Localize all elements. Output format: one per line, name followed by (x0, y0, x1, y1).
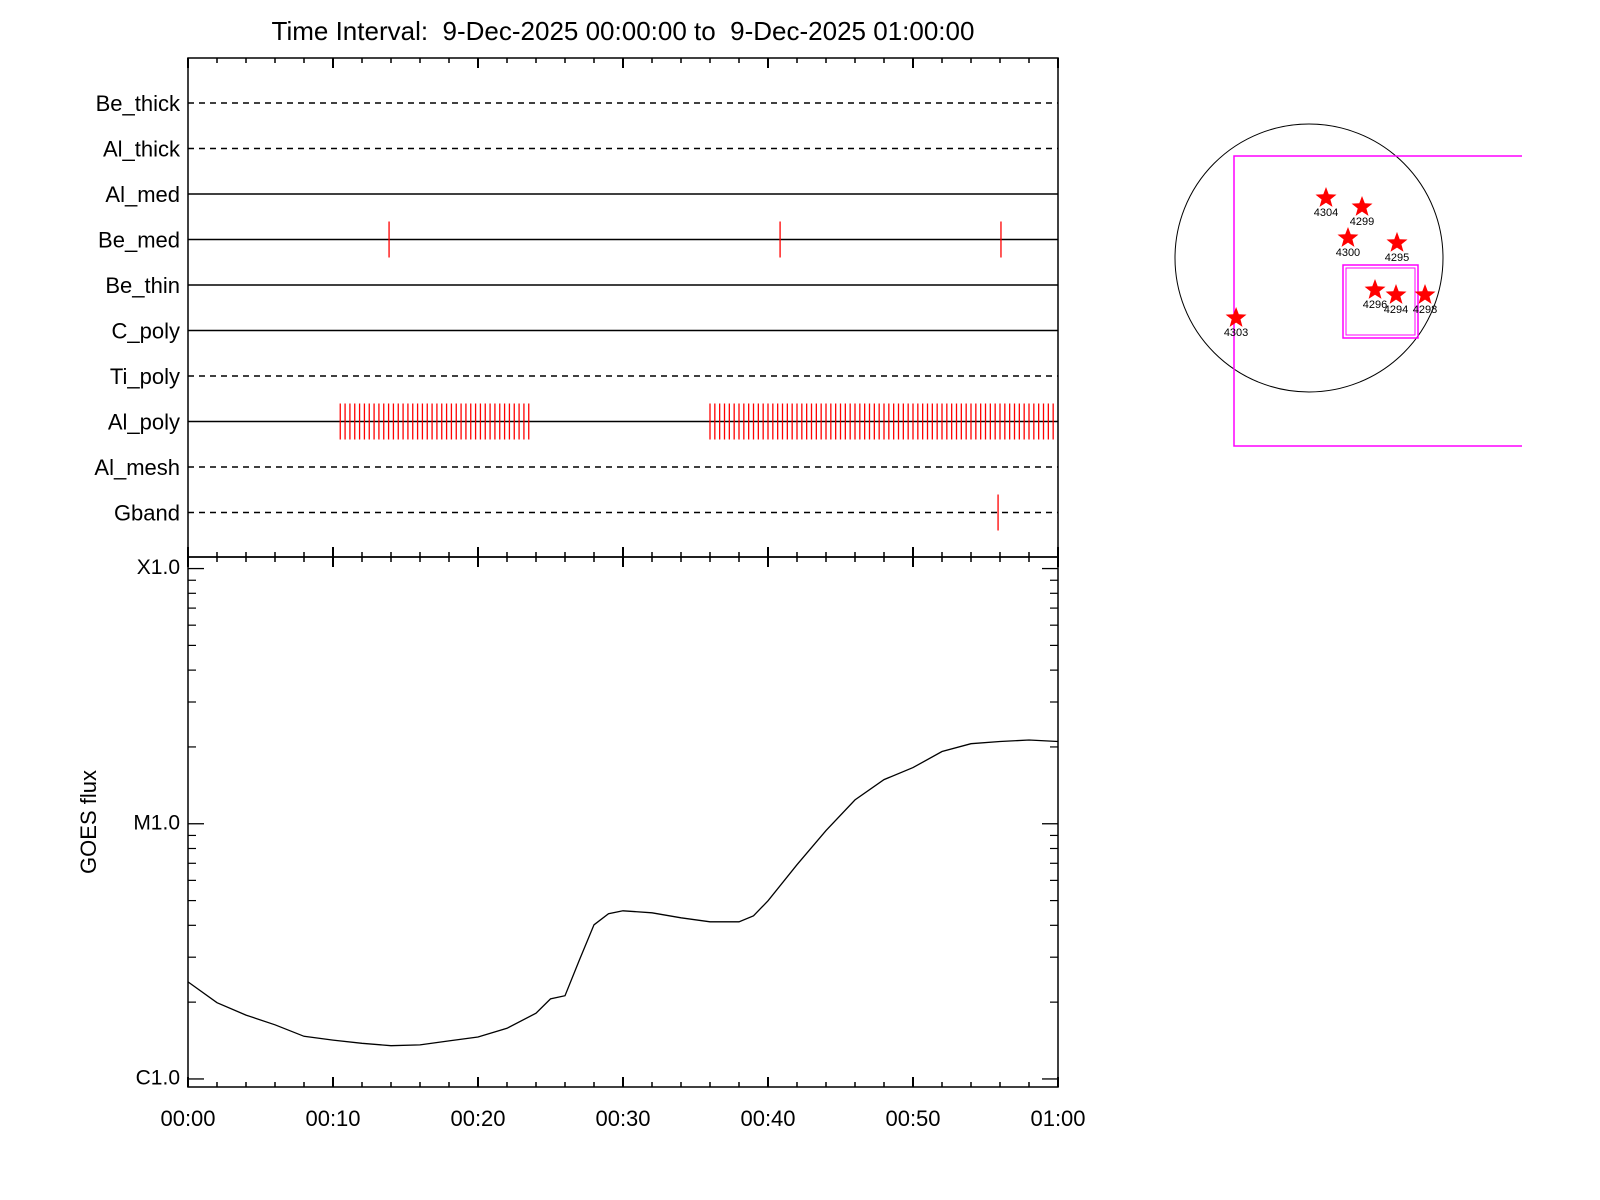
channel-label: Be_thin (105, 273, 180, 298)
x-tick-label: 00:20 (450, 1106, 505, 1131)
fov-box (1233, 155, 1522, 447)
y-tick-label: X1.0 (137, 556, 180, 579)
event-panel-frame (187, 57, 1059, 558)
active-region (1414, 284, 1436, 304)
fov-box (1345, 267, 1416, 336)
channel-label: Al_mesh (94, 455, 180, 480)
channel-label: Al_poly (108, 409, 180, 434)
channel-label: C_poly (112, 318, 180, 343)
y-axis-label: GOES flux (76, 770, 101, 874)
x-tick-label: 00:00 (160, 1106, 215, 1131)
active-region (1386, 231, 1408, 252)
y-tick-label: M1.0 (133, 811, 180, 834)
active-region-label: 4295 (1385, 252, 1409, 264)
x-tick-label: 00:50 (885, 1106, 940, 1131)
channel-label: Be_thick (96, 91, 181, 116)
active-region (1364, 279, 1386, 299)
active-region (1351, 196, 1373, 216)
active-region-label: 4298 (1413, 304, 1437, 316)
active-region-label: 4294 (1384, 304, 1408, 316)
flux-line (187, 739, 1059, 1047)
y-tick-label: C1.0 (136, 1067, 180, 1090)
solar-disk (1174, 123, 1444, 393)
active-region-label: 4303 (1224, 327, 1248, 339)
fov-box (1342, 264, 1419, 339)
active-region (1385, 284, 1407, 304)
channel-label: Be_med (98, 227, 180, 252)
active-region (1315, 187, 1337, 207)
channel-label: Al_thick (103, 136, 181, 161)
channel-label: Gband (114, 500, 180, 525)
x-tick-label: 00:10 (305, 1106, 360, 1131)
x-tick-label: 01:00 (1030, 1106, 1085, 1131)
active-region-label: 4296 (1363, 299, 1387, 311)
active-region (1225, 307, 1247, 327)
x-tick-label: 00:30 (595, 1106, 650, 1131)
active-region-label: 4299 (1350, 216, 1374, 228)
chart-title: Time Interval: 9-Dec-2025 00:00:00 to 9-… (272, 16, 975, 46)
active-region-label: 4304 (1314, 207, 1338, 219)
channel-label: Al_med (105, 182, 180, 207)
active-region (1337, 227, 1359, 247)
flux-panel-frame (187, 556, 1059, 1088)
active-region-label: 4300 (1336, 247, 1360, 259)
x-tick-label: 00:40 (740, 1106, 795, 1131)
channel-label: Ti_poly (110, 364, 180, 389)
